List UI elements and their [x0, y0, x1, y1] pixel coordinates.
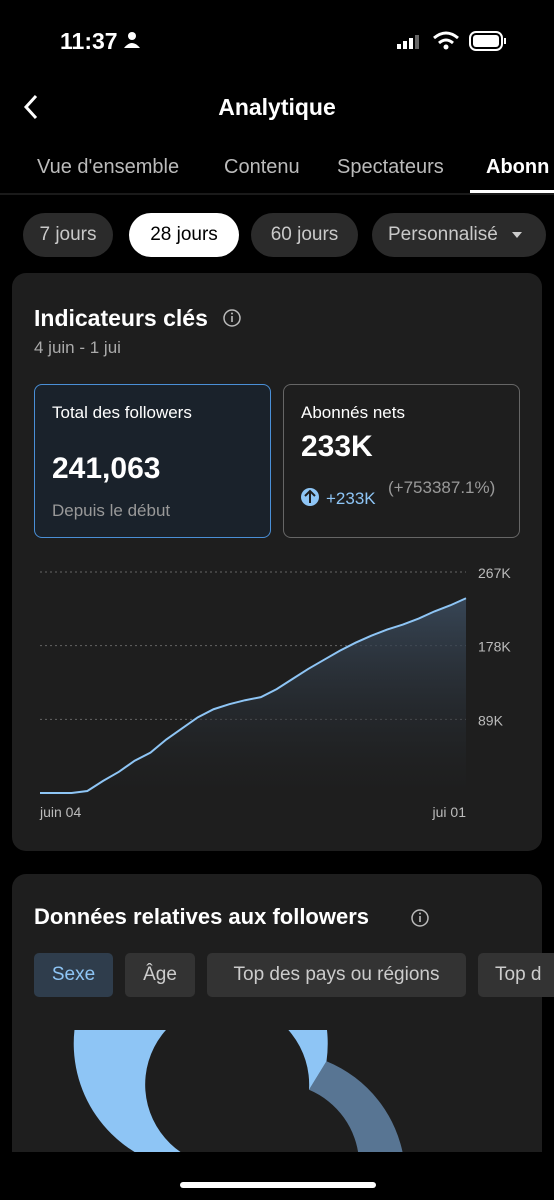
area-fill	[40, 598, 466, 793]
info-icon[interactable]	[410, 908, 430, 928]
metric-box[interactable]	[34, 384, 271, 538]
filter[interactable]: Top des pays ou régions	[207, 953, 466, 997]
card-title: Données relatives aux followers	[34, 904, 370, 929]
x-tick-label: juin 04	[39, 804, 81, 820]
home-indicator	[180, 1182, 376, 1188]
metric-percent: (+753387.1%)	[388, 478, 496, 497]
y-tick-label: 89K	[478, 712, 504, 728]
tab[interactable]: Spectateurs	[337, 156, 444, 178]
period[interactable]: 7 jours	[23, 213, 113, 257]
up-icon	[301, 488, 319, 506]
header-title: Analytique	[218, 94, 336, 120]
tab[interactable]: Contenu	[224, 156, 300, 178]
status-time: 11:37	[60, 28, 118, 54]
followers-chart: 89K 178K 267K juin 04 jui 01	[39, 565, 511, 820]
tab-active[interactable]: Abonn	[486, 156, 550, 178]
card-title: Indicateurs clés	[34, 305, 208, 331]
metric-box[interactable]	[283, 384, 520, 538]
metric-change: +233K	[326, 489, 376, 508]
y-tick-label: 267K	[478, 565, 511, 581]
area-line	[40, 597, 467, 794]
filter[interactable]: Âge	[125, 953, 195, 997]
date-range: 4 juin - 1 jui	[34, 338, 121, 357]
chrome-icons	[0, 31, 554, 195]
metric-label: Abonnés nets	[301, 403, 405, 422]
period[interactable]: 60 jours	[251, 213, 358, 257]
donut	[73, 1030, 403, 1152]
info-icon[interactable]	[222, 308, 242, 328]
period-active[interactable]: 28 jours	[129, 213, 239, 257]
y-tick-label: 178K	[478, 639, 511, 655]
metric-value: 241,063	[52, 452, 161, 485]
followers-card	[12, 874, 542, 1174]
bottom-bar	[0, 1152, 554, 1200]
dropdown-icon	[511, 232, 522, 238]
period-label: Personnalisé	[388, 224, 498, 245]
period[interactable]: Personnalisé	[372, 213, 546, 257]
metric-label: Total des followers	[52, 403, 192, 422]
back-button[interactable]	[23, 94, 38, 120]
metric-value: 233K	[301, 430, 373, 463]
filter[interactable]: Top d	[478, 953, 554, 997]
tab[interactable]: Vue d'ensemble	[37, 156, 180, 178]
metric-note: Depuis le début	[52, 501, 171, 520]
filter-active[interactable]: Sexe	[34, 953, 113, 997]
x-tick-label: jui 01	[432, 804, 467, 820]
